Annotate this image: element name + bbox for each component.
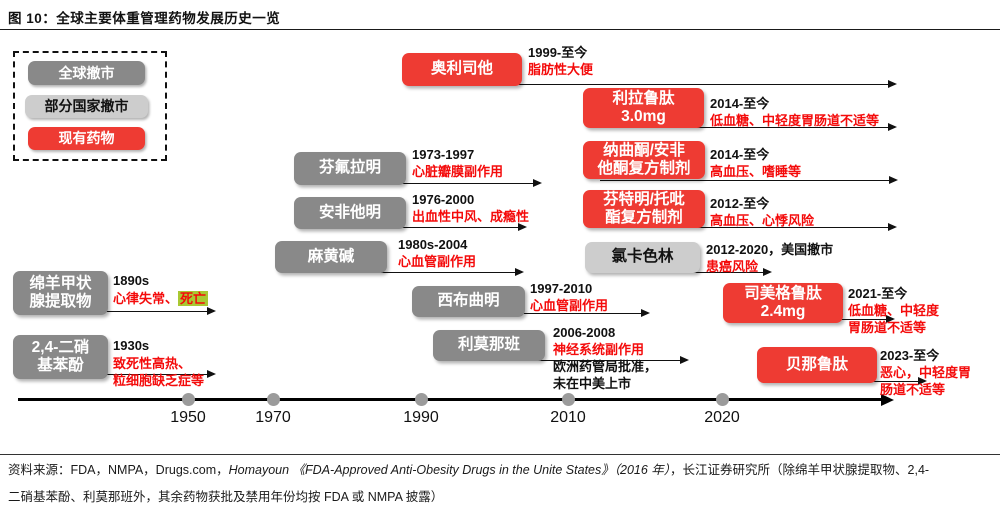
timeline-dot-1950 [182,393,195,406]
effect-text: 心律失常、 [113,291,179,306]
drug-pill-dinitrophenol: 2,4-二硝 基苯酚 [13,335,108,379]
drug-arrow-rimonabant [450,355,689,364]
source-prefix: 资料来源：FDA，NMPA，Drugs.com， [8,463,229,477]
drug-arrow-naltrexone-bupropion [600,175,898,184]
drug-arrow-ephedrine [288,267,524,276]
title-rule [0,29,1000,30]
drug-effect-semaglutide: 低血糖、中轻度 胃肠道不适等 [848,303,940,335]
drug-effect-sibutramine: 心血管副作用 [530,298,609,313]
drug-pill-ephedrine: 麻黄碱 [275,241,387,273]
drug-period-phentermine-topiramate: 2012-至今 [710,196,770,211]
legend-item-current-drugs: 现有药物 [28,127,145,150]
drug-pill-sibutramine: 西布曲明 [412,286,525,317]
drug-arrow-orlistat [420,79,897,88]
drug-pill-phentermine-topiramate: 芬特明/托吡 酯复方制剂 [583,190,705,228]
timeline-dot-1990 [415,393,428,406]
drug-arrow-dinitrophenol [28,369,216,378]
source-suffix: ，长江证券研究所（除绵羊甲状腺提取物、2,4- [670,463,930,477]
timeline-dot-2020 [716,393,729,406]
legend-item-partial-withdrawn: 部分国家撤市 [25,95,148,118]
figure-title: 图 10：全球主要体重管理药物发展历史一览 [8,11,281,26]
drug-effect-orlistat: 脂肪性大便 [528,62,594,77]
drug-effect-amphetamine: 出血性中风、成瘾性 [412,209,530,224]
drug-effect-naltrexone-bupropion: 高血压、嗜睡等 [710,164,802,179]
year-label-2010: 2010 [550,409,586,426]
drug-period-liraglutide: 2014-至今 [710,96,770,111]
legend-box [13,51,167,161]
drug-period-orlistat: 1999-至今 [528,45,588,60]
timeline-dot-2010 [562,393,575,406]
drug-pill-lorcaserin: 氯卡色林 [585,242,700,273]
drug-arrow-liraglutide [600,122,897,131]
drug-effect-liraglutide: 低血糖、中轻度胃肠道不适等 [710,113,880,128]
effect-highlight-death: 死亡 [178,291,209,306]
drug-pill-rimonabant: 利莫那班 [433,330,545,361]
drug-effect-lorcaserin: 患癌风险 [706,259,759,274]
drug-arrow-amphetamine [310,222,527,231]
drug-period-dinitrophenol: 1930s [113,338,150,353]
drug-arrow-thyroid-extract [28,306,216,315]
drug-period-fenfluramine: 1973-1997 [412,147,475,162]
drug-period-ephedrine: 1980s-2004 [398,237,468,252]
drug-effect-fenfluramine: 心脏瓣膜副作用 [412,164,504,179]
source-text-line1: 资料来源：FDA，NMPA，Drugs.com，Homayoun 《FDA-Ap… [8,461,994,479]
drug-effect-rimonabant: 神经系统副作用 [553,342,645,357]
drug-pill-orlistat: 奥利司他 [402,53,522,86]
year-label-1950: 1950 [170,409,206,426]
drug-effect-dinitrophenol: 致死性高热、 粒细胞缺乏症等 [113,356,205,388]
drug-period-rimonabant: 2006-2008 [553,325,616,340]
drug-effect-thyroid-extract: 心律失常、 死亡 [113,290,209,307]
drug-period-benaglutide: 2023-至今 [880,348,940,363]
drug-period-naltrexone-bupropion: 2014-至今 [710,147,770,162]
year-label-1990: 1990 [403,409,439,426]
drug-pill-thyroid-extract: 绵羊甲状 腺提取物 [13,271,108,315]
drug-pill-fenfluramine: 芬氟拉明 [294,152,406,185]
drug-period-sibutramine: 1997-2010 [530,281,593,296]
drug-arrow-phentermine-topiramate [600,222,897,231]
drug-pill-amphetamine: 安非他明 [294,197,406,229]
year-label-2020: 2020 [704,409,740,426]
drug-period-lorcaserin: 2012-2020，美国撤市 [706,242,834,257]
drug-pill-liraglutide: 利拉鲁肽 3.0mg [583,88,704,128]
drug-effect-benaglutide: 恶心，中轻度胃 肠道不适等 [880,365,972,397]
drug-period-amphetamine: 1976-2000 [412,192,475,207]
timeline-dot-1970 [267,393,280,406]
drug-effect-phentermine-topiramate: 高血压、心悸风险 [710,213,815,228]
drug-pill-benaglutide: 贝那鲁肽 [757,347,877,383]
source-rule [0,454,1000,455]
drug-period-semaglutide: 2021-至今 [848,286,908,301]
source-text-line2: 二硝基苯酚、利莫那班外，其余药物获批及禁用年份均按 FDA 或 NMPA 披露） [8,490,444,504]
drug-pill-semaglutide: 司美格鲁肽 2.4mg [723,283,843,323]
source-citation: Homayoun 《FDA-Approved Anti-Obesity Drug… [228,463,671,477]
timeline-axis [18,393,894,406]
drug-arrow-fenfluramine [310,178,542,187]
drug-note-rimonabant: 欧洲药管局批准， 未在中美上市 [553,359,658,391]
legend-item-global-withdrawn: 全球撤市 [28,61,145,85]
year-label-1970: 1970 [255,409,291,426]
drug-effect-ephedrine: 心血管副作用 [398,254,477,269]
drug-pill-naltrexone-bupropion: 纳曲酮/安非 他酮复方制剂 [583,141,705,179]
drug-arrow-sibutramine [430,308,650,317]
drug-period-thyroid-extract: 1890s [113,273,150,288]
